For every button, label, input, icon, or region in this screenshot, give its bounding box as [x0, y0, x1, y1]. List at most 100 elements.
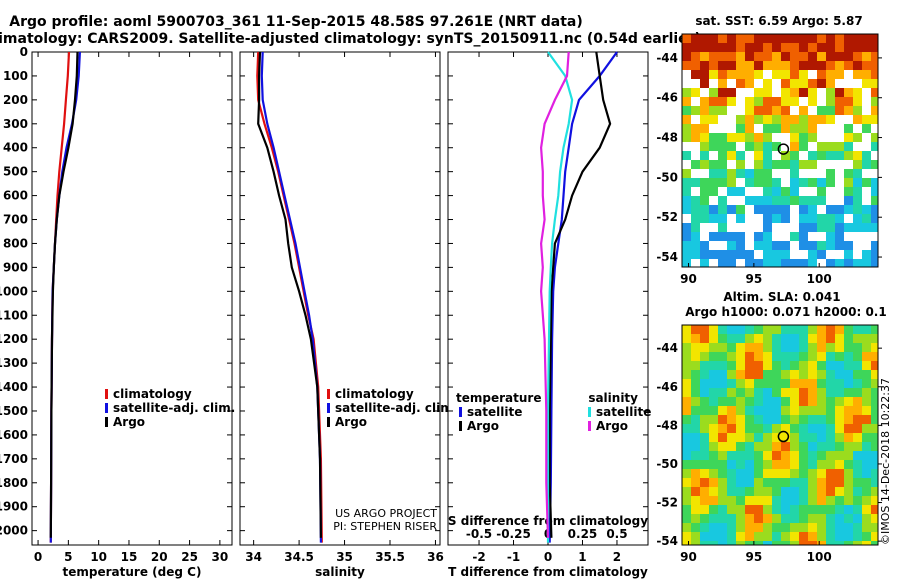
map-cell [691, 388, 700, 397]
map-cell [790, 451, 799, 460]
map-cell [790, 70, 799, 79]
map-cell [736, 124, 745, 133]
map-cell [709, 496, 718, 505]
legend-label: satellite [596, 405, 651, 419]
map-cell [871, 496, 878, 505]
map-cell [709, 160, 718, 169]
map-cell [799, 505, 808, 514]
map-cell [691, 52, 700, 61]
map-cell [736, 79, 745, 88]
map-cell [790, 424, 799, 433]
map-cell [781, 487, 790, 496]
map-cell [763, 469, 772, 478]
map-x-tick-label: 90 [680, 550, 697, 564]
map-cell [835, 397, 844, 406]
map-cell [700, 250, 709, 259]
map-cell [790, 97, 799, 106]
map-cell [790, 415, 799, 424]
map-cell [763, 34, 772, 43]
map-cell [691, 442, 700, 451]
map-cell [754, 541, 763, 545]
map-cell [682, 187, 691, 196]
map-cell [781, 187, 790, 196]
map-cell [763, 334, 772, 343]
map-cell [754, 460, 763, 469]
map-cell [709, 97, 718, 106]
map-cell [709, 61, 718, 70]
map-cell [727, 469, 736, 478]
map-cell [799, 406, 808, 415]
map-cell [844, 52, 853, 61]
map-cell [871, 469, 878, 478]
map-cell [727, 415, 736, 424]
map-cell [718, 442, 727, 451]
map-cell [862, 514, 871, 523]
x-tick-label: 10 [90, 550, 107, 564]
map-cell [799, 124, 808, 133]
map-cell [871, 88, 878, 97]
map-cell [763, 241, 772, 250]
map-cell [691, 496, 700, 505]
map-cell [817, 196, 826, 205]
map-cell [799, 115, 808, 124]
map-y-tick-label: -44 [656, 341, 678, 355]
map-cell [709, 406, 718, 415]
map-cell [709, 541, 718, 545]
map-cell [736, 451, 745, 460]
map-cell [763, 259, 772, 267]
map-cell [781, 70, 790, 79]
map-cell [781, 397, 790, 406]
map-cell [808, 115, 817, 124]
map-cell [718, 151, 727, 160]
map-cell [700, 343, 709, 352]
map-cell [772, 325, 781, 334]
map-cell [691, 325, 700, 334]
map-cell [808, 370, 817, 379]
map-cell [835, 325, 844, 334]
y-tick-label: 0 [20, 45, 28, 59]
x-tick-label-top: 0.25 [568, 527, 598, 541]
map-cell [826, 442, 835, 451]
map-cell [736, 379, 745, 388]
map-cell [709, 487, 718, 496]
map-cell [718, 424, 727, 433]
map-cell [835, 388, 844, 397]
map-cell [709, 397, 718, 406]
map-cell [754, 97, 763, 106]
map-cell [745, 442, 754, 451]
map-cell [862, 160, 871, 169]
map-cell [853, 34, 862, 43]
map-cell [736, 415, 745, 424]
map-cell [736, 388, 745, 397]
map-cell [709, 523, 718, 532]
map-cell [862, 61, 871, 70]
map-cell [781, 361, 790, 370]
x-tick-label: 34.5 [284, 550, 314, 564]
map-cell [853, 196, 862, 205]
map-cell [826, 106, 835, 115]
map-cell [745, 142, 754, 151]
map-cell [781, 460, 790, 469]
map-y-tick-label: -44 [656, 51, 678, 65]
x-tick-label-top: 0.5 [606, 527, 627, 541]
x-tick-label: 0 [544, 550, 552, 564]
map-cell [799, 79, 808, 88]
sst-map-title: sat. SST: 6.59 Argo: 5.87 [695, 14, 862, 28]
map-cell [763, 142, 772, 151]
map-cell [853, 259, 862, 267]
map-cell [691, 406, 700, 415]
map-cell [799, 133, 808, 142]
map-cell [844, 496, 853, 505]
map-cell [799, 241, 808, 250]
map-cell [763, 442, 772, 451]
map-cell [871, 142, 878, 151]
map-cell [871, 214, 878, 223]
map-cell [727, 97, 736, 106]
map-cell [799, 325, 808, 334]
map-cell [754, 205, 763, 214]
map-cell [727, 259, 736, 267]
map-x-tick-label: 95 [746, 550, 763, 564]
map-cell [691, 532, 700, 541]
map-cell [853, 178, 862, 187]
legend-label: satellite [467, 405, 522, 419]
